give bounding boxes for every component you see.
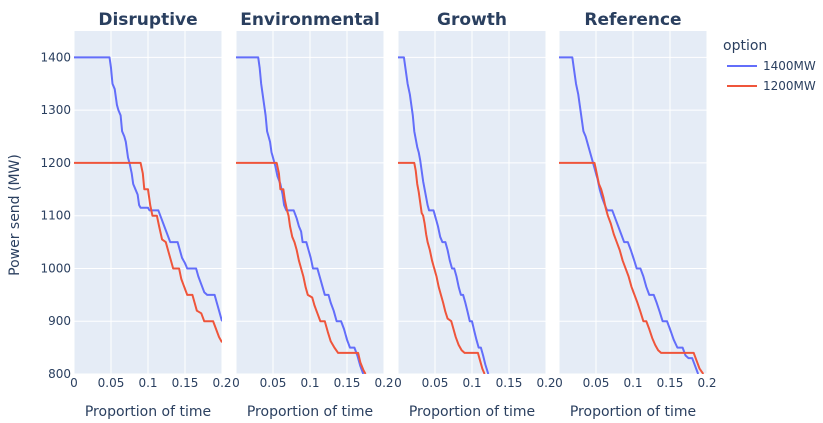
x-tick-label: 0.2 bbox=[536, 376, 555, 390]
x-tick-label: 0.15 bbox=[496, 376, 523, 390]
legend-label-1200mw: 1200MW bbox=[763, 79, 816, 93]
x-tick-label: 0.05 bbox=[583, 376, 610, 390]
y-tick-label: 1000 bbox=[40, 261, 71, 275]
legend: option 1400MW 1200MW bbox=[723, 38, 816, 93]
x-tick-label: 0.1 bbox=[300, 376, 319, 390]
x-tick-label: 0.15 bbox=[657, 376, 684, 390]
x-tick-label: 0.2 bbox=[697, 376, 716, 390]
series-line-growth-1200mw bbox=[398, 161, 486, 374]
series-line-environmental-1400mw bbox=[236, 56, 365, 374]
x-axis-title-environmental: Proportion of time bbox=[247, 404, 373, 420]
x-tick-label: 0.15 bbox=[334, 376, 361, 390]
series-line-disruptive-1400mw bbox=[74, 56, 222, 322]
x-tick-label: 0.2 bbox=[374, 376, 393, 390]
legend-item-1200mw[interactable]: 1200MW bbox=[727, 79, 816, 93]
panel-title-reference: Reference bbox=[584, 10, 681, 30]
series-line-reference-1400mw bbox=[559, 56, 700, 374]
x-tick-label: 0.1 bbox=[623, 376, 642, 390]
panels: 0 0.05 0.1 0.15 0.2 Disruptive Proportion of t… bbox=[40, 10, 716, 420]
x-tick-label: 0 bbox=[232, 376, 240, 390]
series-line-disruptive-1200mw bbox=[74, 161, 222, 343]
legend-label-1400mw: 1400MW bbox=[763, 59, 816, 73]
y-tick-label: 1300 bbox=[40, 103, 71, 117]
x-tick-label: 0 bbox=[70, 376, 78, 390]
x-tick-label: 0 bbox=[555, 376, 563, 390]
series-line-reference-1200mw bbox=[559, 161, 705, 374]
x-tick-label: 0.05 bbox=[98, 376, 125, 390]
x-tick-label: 0.15 bbox=[172, 376, 199, 390]
panel-growth: 0 0.05 0.1 0.15 0.2 Growth Proportion of time bbox=[394, 10, 555, 420]
legend-title: option bbox=[723, 38, 767, 54]
x-tick-label: 0 bbox=[394, 376, 402, 390]
y-tick-label: 800 bbox=[48, 367, 71, 381]
panel-reference: 0 0.05 0.1 0.15 0.2 Reference Proportion of ti… bbox=[555, 10, 716, 420]
panel-title-environmental: Environmental bbox=[240, 10, 380, 30]
panel-environmental: 0 0.05 0.1 0.15 0.2 Environmental Proportion o… bbox=[232, 10, 393, 420]
x-tick-label: 0.05 bbox=[422, 376, 449, 390]
x-axis-title-growth: Proportion of time bbox=[409, 404, 535, 420]
x-tick-label: 0.05 bbox=[260, 376, 287, 390]
panel-disruptive: 0 0.05 0.1 0.15 0.2 Disruptive Proportion of t… bbox=[70, 10, 231, 420]
panel-title-growth: Growth bbox=[437, 10, 507, 30]
x-axis-title-reference: Proportion of time bbox=[570, 404, 696, 420]
x-axis-title-disruptive: Proportion of time bbox=[85, 404, 211, 420]
y-tick-label: 1100 bbox=[40, 209, 71, 223]
series-line-growth-1400mw bbox=[398, 56, 490, 374]
y-tick-label: 1400 bbox=[40, 50, 71, 64]
y-axis-title: Power send (MW) bbox=[7, 154, 23, 276]
legend-item-1400mw[interactable]: 1400MW bbox=[727, 59, 816, 73]
y-tick-label: 900 bbox=[48, 314, 71, 328]
x-tick-label: 0.1 bbox=[462, 376, 481, 390]
series-line-environmental-1200mw bbox=[236, 161, 367, 374]
panel-title-disruptive: Disruptive bbox=[98, 10, 197, 30]
x-tick-label: 0.2 bbox=[212, 376, 231, 390]
x-tick-label: 0.1 bbox=[138, 376, 157, 390]
y-tick-label: 1200 bbox=[40, 156, 71, 170]
